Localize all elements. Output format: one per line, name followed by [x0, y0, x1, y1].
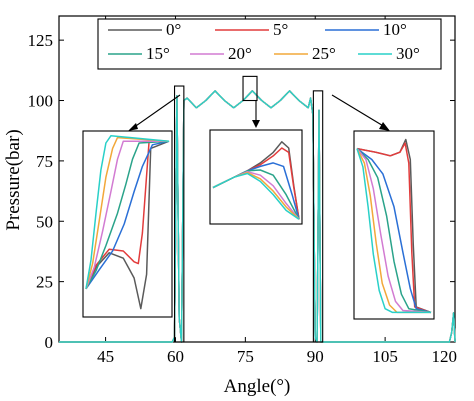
inset-left-curve-3	[85, 140, 170, 290]
legend-label-3: 15°	[146, 44, 170, 63]
highlight-box-1	[242, 75, 258, 102]
inset-left-curves	[85, 135, 170, 310]
inset-right-curve-1	[356, 142, 432, 314]
inset-left-curve-5	[85, 136, 170, 289]
inset-right-curves	[356, 138, 432, 314]
x-axis-title: Angle(°)	[224, 376, 291, 397]
inset-right-curve-6	[356, 148, 431, 314]
inset-left-curve-4	[85, 140, 169, 290]
inset-middle-curve-6	[212, 172, 300, 220]
legend-label-4: 20°	[228, 44, 252, 63]
main-pressure-curve	[59, 90, 456, 343]
x-tick-label: 60	[167, 347, 184, 366]
inset-right-curve-5	[356, 148, 431, 314]
inset-right	[353, 130, 435, 320]
y-tick-label: 100	[28, 92, 54, 111]
legend-frame	[97, 18, 442, 70]
inset-left-curve-0	[85, 140, 170, 310]
y-axis-ticks: 0 25 50 75 100 125	[28, 31, 455, 352]
highlight-box-0	[173, 85, 185, 343]
inset-right-curve-2	[356, 147, 432, 314]
inset-middle-curves	[212, 141, 300, 220]
arrow-middle-head	[252, 120, 260, 128]
inset-right-curve-3	[356, 148, 432, 314]
arrow-right-line	[331, 94, 386, 128]
legend-label-1: 5°	[273, 20, 288, 39]
legend-label-6: 30°	[396, 44, 420, 63]
inset-right-curve-4	[356, 148, 432, 314]
zoom-highlight-boxes	[173, 75, 324, 343]
y-axis-title: Pressure(bar)	[3, 129, 24, 230]
y-tick-label: 125	[28, 31, 54, 50]
x-tick-label: 105	[372, 347, 398, 366]
x-tick-label: 120	[432, 347, 458, 366]
highlight-box-2	[312, 90, 324, 343]
inset-middle	[209, 129, 303, 225]
legend-label-0: 0°	[166, 20, 181, 39]
arrow-left-head	[128, 123, 138, 131]
x-tick-label: 75	[237, 347, 254, 366]
inset-left-curve-6	[85, 135, 170, 289]
main-curve-series-6	[59, 90, 456, 343]
y-tick-label: 50	[36, 212, 53, 231]
zoom-arrows	[128, 94, 390, 131]
inset-left	[82, 130, 173, 318]
inset-left-curve-2	[85, 140, 170, 290]
x-tick-label: 45	[97, 347, 114, 366]
x-axis-ticks: 45 60 75 90 105 120	[97, 16, 457, 366]
arrow-right-head	[379, 122, 390, 131]
x-tick-label: 90	[307, 347, 324, 366]
legend: 0° 5° 10° 15° 20° 25° 30°	[97, 18, 442, 70]
legend-label-2: 10°	[383, 20, 407, 39]
inset-left-frame	[82, 130, 173, 318]
plot-frame	[58, 15, 456, 343]
y-tick-label: 25	[36, 273, 53, 292]
y-tick-label: 75	[36, 152, 53, 171]
y-tick-label: 0	[45, 333, 54, 352]
legend-label-5: 25°	[312, 44, 336, 63]
arrow-left-line	[132, 94, 181, 129]
